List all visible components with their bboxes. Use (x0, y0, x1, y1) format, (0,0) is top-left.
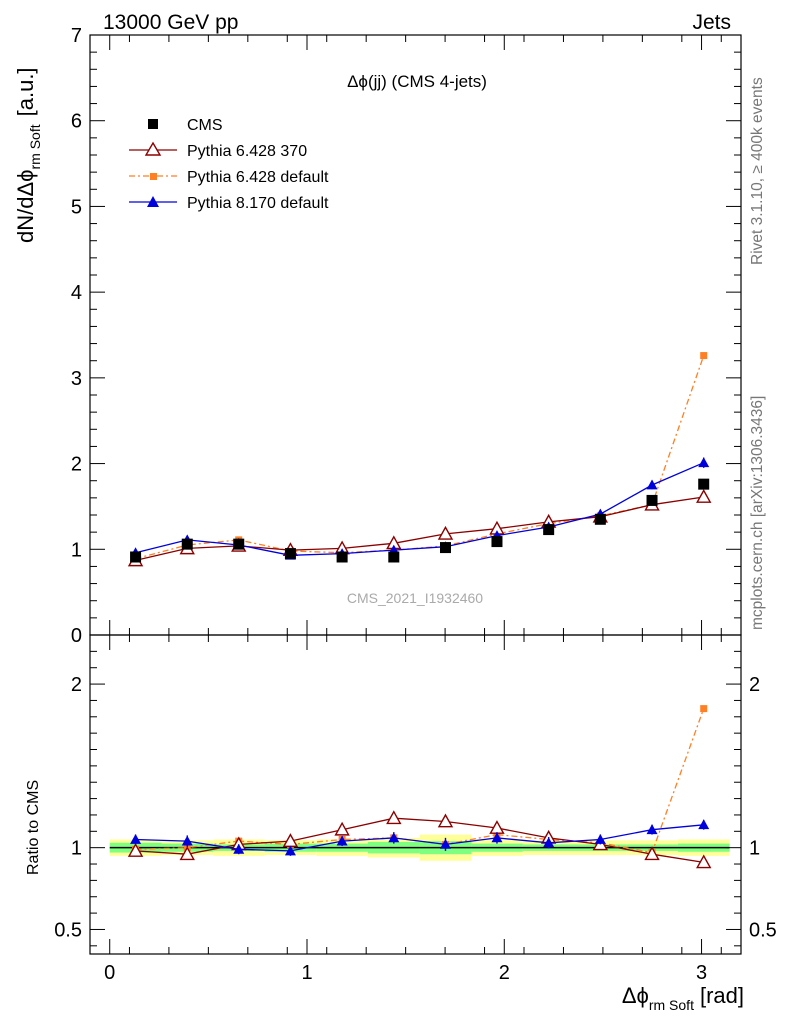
ratio-point-p8 (646, 824, 658, 835)
side-text-bottom: mcplots.cern.ch [arXiv:1306.3436] (749, 396, 766, 630)
y-tick-label-main: 3 (71, 368, 82, 390)
main-point-cms (336, 551, 348, 563)
main-point-p8 (698, 457, 710, 468)
y-axis-label-ratio: Ratio to CMS (25, 780, 42, 875)
ratio-point-p8 (130, 833, 142, 844)
y-tick-label-ratio: 1 (71, 838, 82, 860)
ratio-point-p6_def (700, 705, 708, 713)
y-tick-label-main: 1 (71, 539, 82, 561)
y-tick-label-main: 0 (71, 625, 82, 647)
ratio-point-p6_370 (386, 810, 402, 825)
legend-entry-cms: CMS (187, 117, 223, 134)
legend-entry-p8: Pythia 8.170 default (187, 195, 329, 212)
y-tick-label-main: 5 (71, 196, 82, 218)
ratio-point-p8 (491, 832, 503, 843)
main-point-cms (233, 538, 245, 550)
y-tick-label-ratio: 0.5 (54, 919, 82, 941)
main-point-cms (491, 536, 503, 548)
main-point-p6_370 (437, 525, 454, 540)
y-tick-label-ratio-right: 1 (749, 838, 760, 860)
ratio-point-p8 (284, 845, 296, 856)
main-point-cms (130, 551, 142, 563)
ratio-point-p8 (233, 843, 245, 854)
header-right: Jets (692, 11, 731, 34)
main-point-cms (181, 538, 193, 550)
legend-marker-p6-default (150, 173, 157, 180)
legend-marker-p6-370 (144, 141, 162, 156)
ratio-point-p6_370 (334, 821, 350, 836)
y-tick-label-main: 4 (71, 282, 82, 304)
main-point-cms (543, 524, 555, 536)
svg-text:Δϕrm Soft[rad]: Δϕrm Soft [rad] (622, 983, 744, 1013)
header-left: 13000 GeV pp (103, 11, 238, 34)
main-point-p6_def (700, 352, 708, 360)
side-text-top: Rivet 3.1.10, ≥ 400k events (749, 77, 766, 265)
ratio-point-p8 (388, 832, 400, 843)
y-tick-label-ratio: 2 (71, 674, 82, 696)
series-layer (127, 352, 712, 869)
watermark: CMS_2021_I1932460 (347, 590, 483, 606)
main-point-cms (284, 548, 296, 560)
ratio-point-p6_370 (127, 842, 144, 857)
axes: 0 1 2 3 4 5 6 7 0.5 0.5 1 1 2 2 0 1 2 3 (54, 25, 777, 984)
y-tick-label-ratio-right: 2 (749, 674, 760, 696)
y-tick-label-main: 2 (71, 454, 82, 476)
y-tick-label-ratio-right: 0.5 (749, 919, 777, 941)
main-line-p6_370 (135, 496, 704, 562)
main-point-cms (646, 494, 658, 506)
main-point-cms (439, 542, 451, 554)
main-point-cms (594, 513, 606, 525)
x-tick-label: 2 (499, 962, 510, 984)
ratio-line-p8 (135, 824, 704, 852)
ratio-plot-frame (89, 634, 742, 955)
main-point-p6_370 (696, 489, 712, 503)
ratio-point-p6_370 (696, 854, 712, 869)
x-tick-label: 1 (301, 962, 312, 984)
x-tick-label: 3 (696, 962, 707, 984)
x-axis-label: Δϕrm Soft [rad] (622, 983, 744, 1013)
ratio-point-p8 (594, 833, 606, 844)
ratio-point-p8 (439, 838, 451, 849)
ratio-point-p6_370 (179, 846, 195, 861)
main-line-p8 (135, 462, 704, 556)
ratio-line-p6_370 (135, 817, 704, 864)
ratio-line-p6_def (135, 708, 705, 854)
legend-marker-cms (148, 119, 158, 129)
main-line-p6_def (135, 355, 705, 560)
ratio-point-p8 (181, 835, 193, 846)
legend-marker-p8 (147, 196, 159, 207)
ratio-point-p8 (336, 835, 348, 846)
y-tick-label-main: 6 (71, 111, 82, 133)
y-tick-label-main: 7 (71, 25, 82, 47)
ratio-point-p6_370 (437, 813, 454, 828)
x-tick-label: 0 (104, 962, 115, 984)
main-point-cms (388, 551, 400, 563)
svg-text:dN/dΔϕrm Soft[a.u.]: dN/dΔϕrm Soft[a.u.] (13, 67, 43, 243)
plot-title: Δϕ(jj) (CMS 4-jets) (347, 72, 487, 91)
main-point-p8 (646, 479, 658, 490)
main-point-cms (698, 478, 710, 490)
legend: CMS Pythia 6.428 370 Pythia 6.428 defaul… (129, 117, 329, 212)
y-axis-label-main: dN/dΔϕrm Soft[a.u.] (13, 67, 43, 243)
ratio-point-p8 (698, 819, 710, 830)
ratio-point-p6_370 (644, 846, 660, 861)
legend-entry-p6-370: Pythia 6.428 370 (187, 143, 307, 160)
ratio-point-p8 (543, 837, 555, 848)
legend-entry-p6-default: Pythia 6.428 default (187, 169, 329, 186)
